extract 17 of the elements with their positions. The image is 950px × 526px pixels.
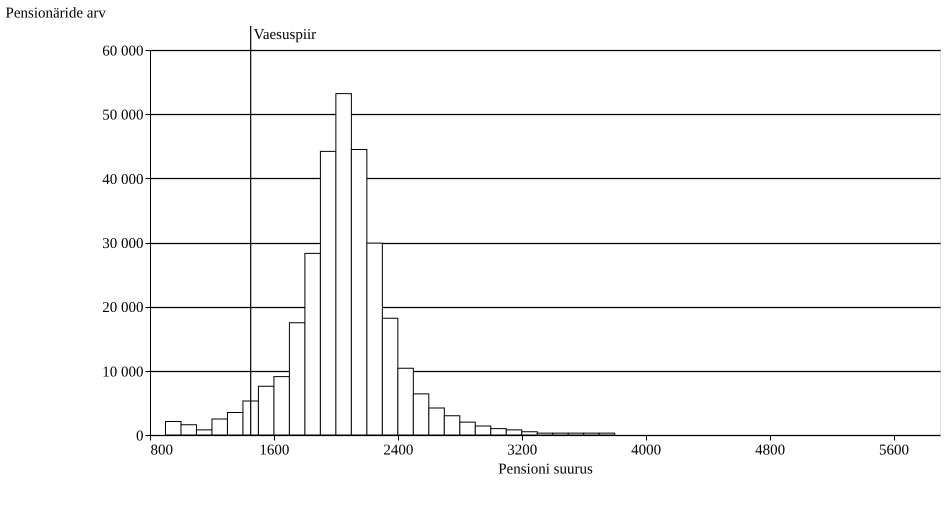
x-tick-label: 4000 bbox=[631, 442, 662, 458]
x-axis-title: Pensioni suurus bbox=[498, 462, 593, 478]
y-tick-label: 30 000 bbox=[102, 236, 144, 252]
ref-line-label: Vaesuspiir bbox=[254, 27, 316, 43]
y-tick-label: 0 bbox=[136, 428, 144, 444]
y-tick-label: 60 000 bbox=[102, 44, 144, 60]
x-tick-label: 800 bbox=[150, 442, 173, 458]
y-tick-label: 50 000 bbox=[102, 108, 144, 124]
x-tick-label: 5600 bbox=[879, 442, 910, 458]
x-tick-label: 2400 bbox=[383, 442, 414, 458]
y-tick-label: 20 000 bbox=[102, 300, 144, 316]
y-tick-label: 40 000 bbox=[102, 172, 144, 188]
y-axis-title: Pensionäride arv bbox=[6, 6, 106, 22]
y-tick-label: 10 000 bbox=[102, 364, 144, 380]
x-tick-label: 4800 bbox=[755, 442, 786, 458]
x-tick-label: 1600 bbox=[259, 442, 290, 458]
x-tick-label: 3200 bbox=[507, 442, 538, 458]
